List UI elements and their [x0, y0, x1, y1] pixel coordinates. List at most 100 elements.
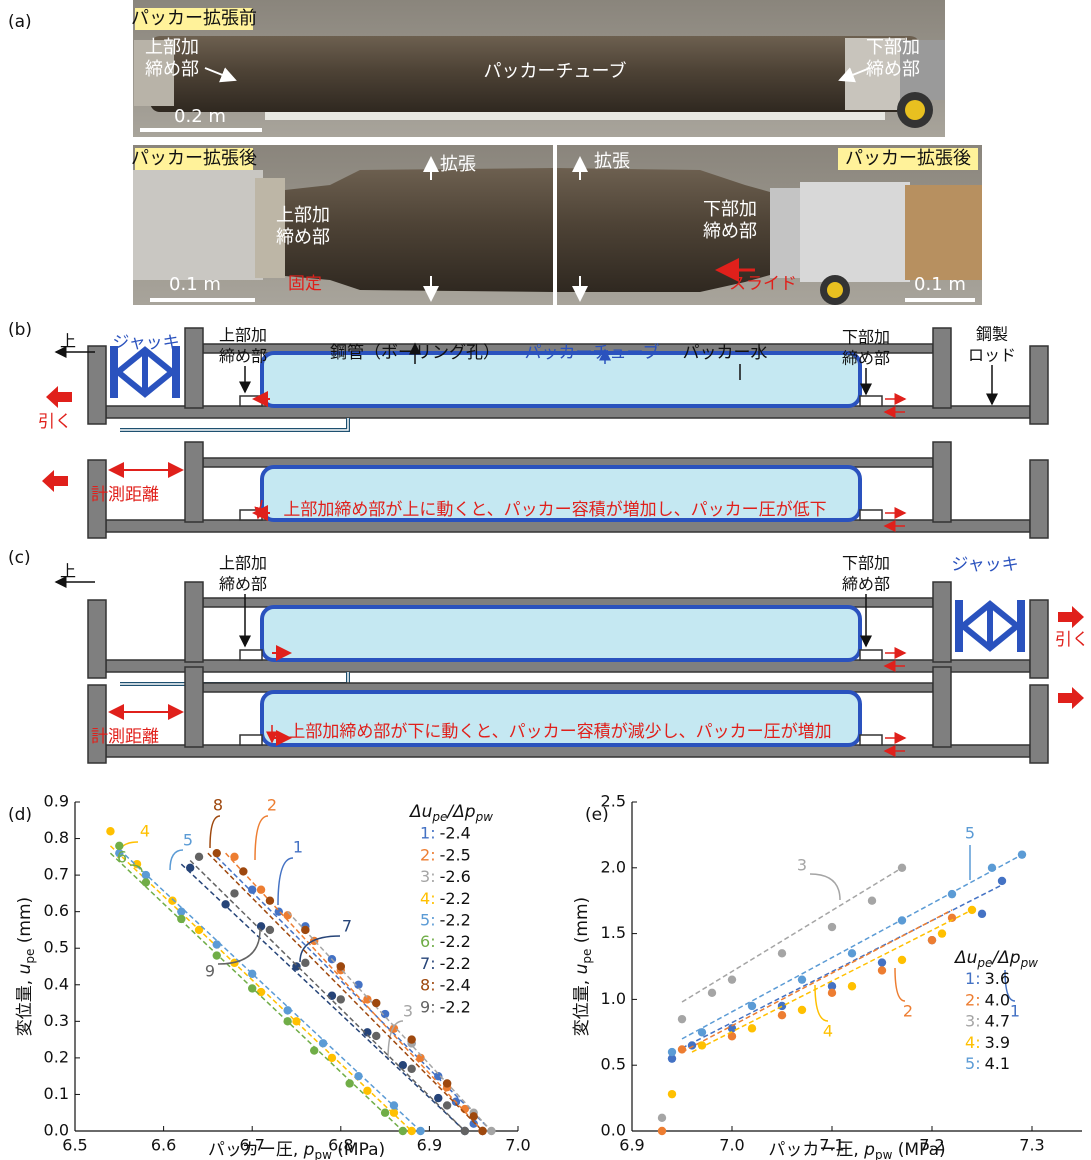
legend-entry: 1: -2.4	[420, 823, 471, 842]
legend-slope: 4.1	[985, 1054, 1010, 1073]
legend-entry: 4: 3.9	[965, 1032, 1010, 1051]
x-tick-label: 6.7	[239, 1136, 264, 1155]
pull-arrow	[46, 386, 72, 408]
point	[380, 1108, 390, 1117]
point	[380, 1009, 390, 1019]
fit-line	[180, 863, 466, 1132]
x-tick-label: 6.8	[328, 1136, 353, 1155]
packer-tube	[260, 351, 862, 408]
point	[345, 1079, 354, 1088]
point	[301, 958, 310, 968]
label-part: 変位量,	[15, 974, 35, 1036]
point	[478, 1126, 487, 1136]
label-line: 上部加	[145, 37, 199, 58]
label: パッカーチューブ	[484, 60, 627, 82]
x-axis-label: パッカー圧, ppw (MPa)	[768, 1140, 945, 1160]
point	[897, 955, 907, 965]
point	[847, 949, 857, 958]
legend-entry: 5: -2.2	[420, 910, 471, 929]
point	[697, 1041, 707, 1050]
y-tick-label: 1.5	[601, 923, 626, 942]
point	[115, 848, 124, 858]
legend-name: 5	[420, 910, 430, 929]
point	[265, 896, 275, 905]
point	[987, 863, 997, 872]
label: 上	[60, 332, 76, 351]
point	[657, 1113, 667, 1123]
legend-separator: :	[430, 910, 435, 929]
fit-line	[681, 867, 903, 1003]
point	[667, 1089, 677, 1099]
flange	[184, 441, 204, 523]
flange	[932, 441, 952, 523]
end-plate	[1029, 459, 1049, 539]
label: ジャッキ	[112, 333, 179, 353]
clamp	[239, 649, 263, 661]
panel-label: (b)	[8, 320, 32, 340]
label-part: パッカー圧,	[208, 1140, 304, 1160]
point	[407, 1035, 416, 1044]
packer-tube	[260, 605, 862, 662]
clamp	[859, 734, 883, 746]
label-sub: pw	[875, 1148, 893, 1160]
point	[657, 1126, 667, 1136]
legend-name: 2	[420, 845, 430, 864]
legend-title-part: Δu	[408, 802, 433, 822]
label: 拡張	[440, 154, 476, 175]
annotation: 3	[403, 1002, 413, 1021]
legend-name: 4	[420, 888, 430, 907]
legend-title-sub: pe	[976, 956, 992, 970]
label: ジャッキ	[951, 555, 1018, 575]
y-tick-label: 1.0	[601, 989, 626, 1008]
x-tick-label: 7.3	[1019, 1136, 1044, 1155]
legend-name: 9	[420, 997, 430, 1016]
label-line: 下部加	[703, 199, 757, 220]
y-tick-label: 0.0	[601, 1121, 626, 1140]
end-plate	[1029, 599, 1049, 679]
legend-separator: :	[430, 997, 435, 1016]
hose	[120, 672, 350, 686]
jack	[113, 346, 177, 398]
flange	[932, 581, 952, 663]
point	[256, 885, 266, 894]
legend-title-sub: pw	[475, 810, 494, 824]
legend-slope: 4.0	[985, 990, 1010, 1009]
point	[185, 863, 195, 872]
y-axis-label: 変位量, upe (mm)	[572, 897, 594, 1036]
x-tick-label: 7.0	[719, 1136, 744, 1155]
point	[469, 1119, 478, 1128]
x-axis-label: パッカー圧, ppw (MPa)	[208, 1140, 385, 1160]
point	[416, 1126, 425, 1136]
annotation: 5	[965, 824, 975, 843]
point	[363, 995, 372, 1004]
label-var: u	[15, 963, 35, 974]
point	[877, 966, 887, 975]
legend-entry: 5: 4.1	[965, 1054, 1010, 1073]
label: 上部加締め部が上に動くと、パッカー容積が増加し、パッカー圧が低下	[283, 500, 826, 520]
y-tick-label: 0.2	[44, 1047, 69, 1066]
point	[897, 916, 907, 925]
label: 上部加締め部が下に動くと、パッカー容積が減少し、パッカー圧が増加	[288, 722, 831, 742]
legend-name: 7	[420, 953, 430, 972]
point	[354, 980, 363, 989]
label-var: p	[863, 1140, 875, 1160]
end-plate	[87, 684, 107, 764]
label-line: 上部加	[219, 326, 267, 345]
y-tick-label: 0.8	[44, 828, 69, 847]
point	[1017, 850, 1027, 859]
point	[301, 925, 310, 935]
clamp	[239, 734, 263, 746]
label: 引く	[38, 412, 72, 432]
label: パッカーチューブ	[525, 342, 660, 363]
pull-arrow	[1058, 687, 1084, 709]
y-tick-label: 2.5	[601, 792, 626, 811]
annotation: 2	[903, 1002, 913, 1021]
legend-entry: 9: -2.2	[420, 997, 471, 1016]
y-axis-label: 変位量, upe (mm)	[15, 897, 37, 1036]
legend-entry: 2: 4.0	[965, 990, 1010, 1009]
point	[318, 1039, 328, 1048]
panel-label: (e)	[585, 805, 609, 825]
y-tick-label: 0.9	[44, 792, 69, 811]
label-line: 締め部	[145, 59, 199, 80]
legend-name: 6	[420, 932, 430, 951]
